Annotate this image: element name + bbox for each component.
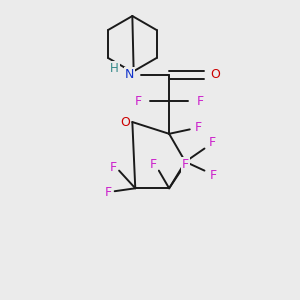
Text: O: O <box>120 116 130 128</box>
Text: F: F <box>135 95 142 108</box>
Text: F: F <box>110 161 117 174</box>
Text: N: N <box>125 68 134 80</box>
Text: F: F <box>196 95 204 108</box>
Text: H: H <box>110 62 119 75</box>
Text: F: F <box>149 158 157 171</box>
Text: F: F <box>208 136 215 149</box>
Text: O: O <box>211 68 220 81</box>
Text: F: F <box>210 169 217 182</box>
Text: F: F <box>182 158 189 171</box>
Text: F: F <box>195 122 202 134</box>
Text: F: F <box>105 186 112 199</box>
